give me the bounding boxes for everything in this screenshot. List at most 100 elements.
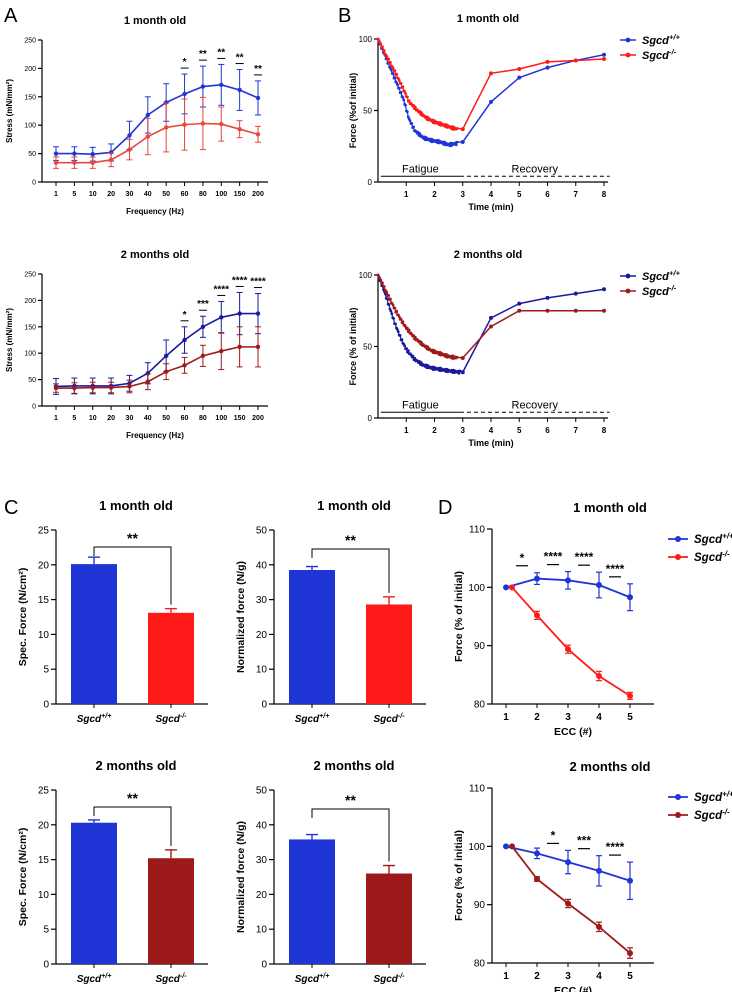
series-wt [53,63,261,162]
x-axis-label: Frequency (Hz) [126,431,184,440]
genotype-base: Sgcd [155,714,180,725]
series-ko [53,96,261,169]
fatigue-point [397,86,401,90]
y-tick-label: 200 [24,298,36,305]
data-point [219,82,224,88]
fatigue-point [385,297,389,301]
fatigue-point [413,335,417,339]
genotype-superscript: -/- [398,973,405,980]
x-tick-label: 40 [144,191,152,198]
x-tick-label: 1 [404,190,409,199]
y-tick-label: 15 [38,855,50,866]
significance-label: ** [127,530,138,546]
data-point [200,84,206,89]
fatigue-point [385,291,389,295]
bar [289,839,335,964]
legend-label: Sgcd-/- [694,549,730,564]
fatigue-line [377,38,458,131]
fatigue-point [382,49,386,52]
data-point [127,133,132,138]
data-point [108,150,114,155]
y-tick-label: 80 [474,700,486,711]
x-axis-label: ECC (#) [554,726,592,738]
fatigue-point [402,98,406,102]
data-point [534,575,540,582]
significance-bracket [311,808,390,862]
y-axis-label: Spec. Force (N/cm²) [17,568,29,667]
x-tick-label: 5 [72,415,76,422]
data-point [627,692,633,699]
genotype-base: Sgcd [642,50,669,62]
significance-label: ** [345,792,356,808]
series-line [511,586,631,697]
fatigue-point [420,111,423,115]
x-tick-label: 200 [252,415,264,422]
y-tick-label: 250 [24,37,36,44]
genotype-superscript: -/- [669,48,677,57]
fatigue-point [391,66,395,70]
significance-label: ** [254,64,262,75]
fatigue-point [376,273,380,277]
genotype-base: Sgcd [373,714,398,725]
chart-title: 2 months old [454,249,522,261]
x-tick-label: 6 [545,426,550,435]
bar [366,604,412,704]
x-tick-label: 100 [215,415,227,422]
x-tick-label: 3 [461,190,466,199]
data-point [596,582,602,588]
bar [71,822,117,964]
data-point [163,353,169,359]
chart-C4: 2 months old 0 10 20 30 40 50 Normalized force … [235,758,426,985]
y-tick-label: 15 [38,595,50,606]
y-tick-label: 110 [469,525,485,536]
genotype-superscript: +/+ [669,269,681,278]
y-tick-label: 0 [43,700,49,711]
series-line [56,346,258,389]
x-tick-label: Sgcd-/- [155,973,187,985]
x-tick-label: 20 [107,191,115,198]
genotype-superscript: -/- [398,713,405,720]
y-tick-label: 0 [261,960,267,971]
legend: Sgcd+/+Sgcd-/- [668,789,732,822]
x-axis-label: Frequency (Hz) [126,207,184,216]
x-tick-label: 5 [627,712,633,723]
y-tick-label: 50 [363,342,372,351]
data-point [509,843,515,850]
y-tick-label: 50 [256,526,268,537]
legend-label: Sgcd+/+ [694,789,732,804]
x-tick-label: 60 [181,415,189,422]
data-point [145,134,151,139]
data-point [565,577,571,584]
x-tick-label: 80 [199,191,207,198]
series-line [56,84,259,155]
fatigue-point [457,371,461,375]
data-point [200,324,206,329]
x-tick-label: 50 [162,415,170,422]
x-tick-label: 5 [72,191,76,198]
data-point [237,311,242,316]
fatigue-point [412,103,415,107]
y-tick-label: 80 [474,959,486,970]
fatigue-point [395,72,399,76]
chart-A1: 1 month old 0 50 100 150 200 250 1 5 10 20 30 40 50 60… [5,15,268,216]
legend-marker [625,273,631,279]
fatigue-point [396,83,399,87]
significance-label: ** [217,47,225,58]
significance-label: * [183,310,187,321]
fatigue-point [399,317,403,321]
fatigue-point [410,122,414,125]
fatigue-point [401,96,405,99]
y-tick-label: 100 [468,583,485,594]
genotype-base: Sgcd [295,974,320,985]
fatigue-point [404,92,407,96]
series-wt [503,843,633,901]
fatigue-point [396,330,400,334]
fatigue-point [381,281,384,285]
x-tick-label: 50 [162,191,170,198]
legend-label: Sgcd+/+ [642,33,681,47]
y-tick-label: 0 [368,414,373,423]
data-point [53,160,59,165]
phase-label: Fatigue [402,163,439,175]
chart-C2: 1 month old 0 10 20 30 40 50 Normalized force (… [235,498,426,725]
y-axis-label: Stress (mN/mm²) [5,79,14,143]
